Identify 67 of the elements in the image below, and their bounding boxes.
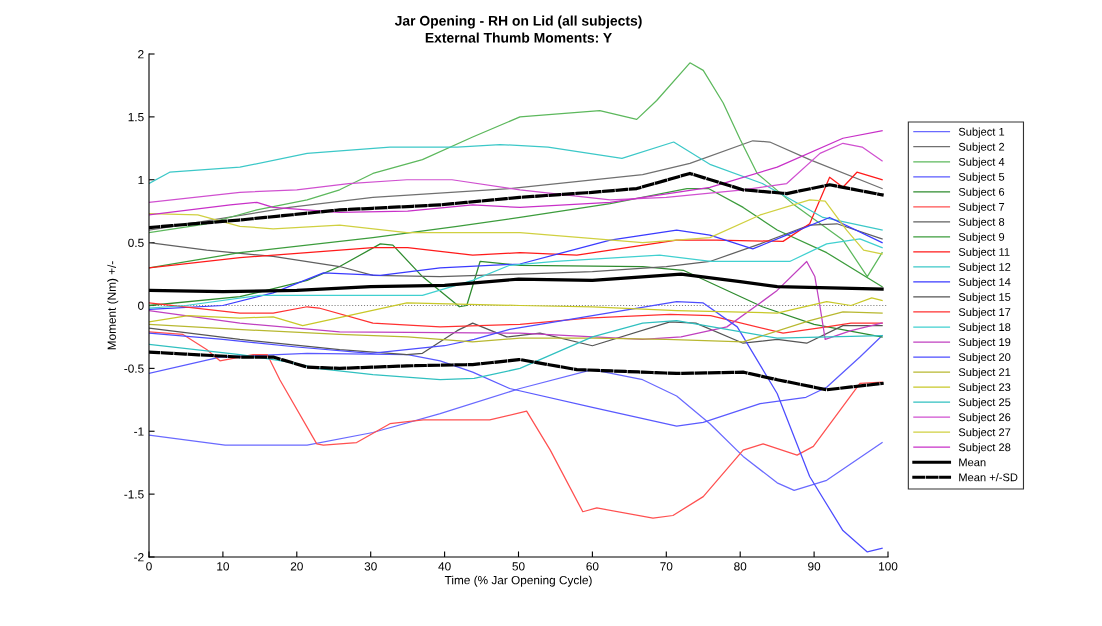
- legend-label: Subject 5: [958, 172, 1005, 183]
- x-tick-label: 10: [217, 562, 229, 571]
- legend-label: Subject 20: [958, 352, 1011, 364]
- line-series: [149, 260, 883, 341]
- legend-label: Subject 6: [958, 187, 1005, 198]
- y-tick-label: 2: [138, 50, 144, 59]
- line-series: [149, 311, 883, 343]
- legend-label: Subject 4: [958, 157, 1005, 168]
- line-series: [149, 199, 883, 255]
- line-series: [149, 335, 883, 427]
- legend-label: Subject 1: [958, 127, 1005, 138]
- legend-label: Subject 25: [958, 397, 1011, 409]
- legend-label: Subject 27: [958, 428, 1011, 439]
- line-series: [149, 321, 883, 356]
- legend-label: Subject 28: [958, 443, 1011, 454]
- x-tick-label: 100: [879, 562, 898, 571]
- x-tick-label: 50: [512, 562, 525, 571]
- y-tick-label: -1: [134, 427, 144, 436]
- line-series: [149, 301, 883, 553]
- x-tick-label: 60: [586, 562, 599, 571]
- legend-label: Subject 11: [958, 247, 1010, 259]
- line-series: [149, 171, 883, 269]
- y-tick-label: 1.5: [128, 113, 144, 122]
- legend-label: Subject 15: [958, 292, 1011, 304]
- line-series: [149, 331, 883, 519]
- legend-label: Subject 21: [958, 367, 1011, 379]
- line-series: [149, 130, 883, 216]
- x-tick-label: 80: [734, 562, 747, 571]
- y-tick-label: 1: [138, 175, 144, 185]
- line-series: [149, 62, 883, 278]
- legend-label: Subject 26: [958, 413, 1011, 424]
- line-series: [149, 319, 883, 381]
- legend-label: Subject 9: [958, 232, 1005, 244]
- legend-label: Mean: [959, 458, 986, 467]
- legend-label: Subject 18: [958, 322, 1011, 334]
- x-tick-label: 70: [660, 562, 673, 571]
- x-tick-label: 0: [146, 562, 152, 571]
- legend-label: Subject 14: [958, 277, 1011, 289]
- x-tick-label: 20: [290, 562, 303, 571]
- y-tick-label: 0: [138, 301, 144, 310]
- line-series: [149, 216, 883, 310]
- legend-label: Subject 23: [958, 382, 1011, 394]
- legend-label: Subject 2: [958, 142, 1005, 153]
- line-series: [149, 297, 883, 327]
- legend-label: Subject 8: [958, 217, 1005, 229]
- line-series: [149, 369, 883, 491]
- legend-label: Mean +/-SD: [959, 473, 1018, 482]
- x-tick-label: 30: [364, 562, 377, 571]
- legend-label: Subject 7: [958, 202, 1005, 214]
- line-series: [149, 223, 883, 278]
- line-series: [149, 302, 883, 334]
- chart-subtitle: External Thumb Moments: Y: [425, 32, 612, 43]
- y-tick-label: -2: [134, 553, 144, 562]
- x-axis-title: Time (% Jar Opening Cycle): [444, 575, 592, 587]
- line-series: [149, 238, 883, 309]
- line-series: [149, 243, 883, 338]
- y-tick-label: -0.5: [124, 364, 144, 373]
- legend-label: Subject 17: [958, 307, 1011, 319]
- legend-label: Subject 19: [958, 337, 1011, 349]
- y-tick-label: -1.5: [124, 490, 144, 499]
- x-tick-label: 90: [808, 562, 821, 571]
- line-series: [149, 142, 883, 204]
- legend-label: Subject 12: [958, 262, 1011, 274]
- x-tick-label: 40: [438, 562, 451, 571]
- y-axis-title: Moment (Nm) +/-: [107, 261, 119, 350]
- chart-title: Jar Opening - RH on Lid (all subjects): [394, 15, 642, 29]
- y-tick-label: 0.5: [128, 238, 144, 248]
